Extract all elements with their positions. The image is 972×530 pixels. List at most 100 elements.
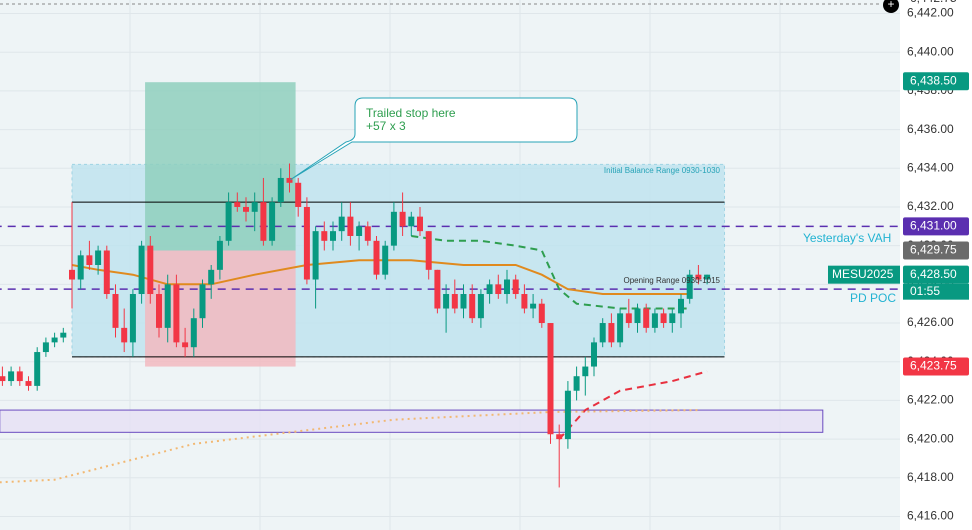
price-tag-label: 6,431.00 <box>910 218 957 232</box>
candle-body <box>173 284 180 343</box>
candle-body <box>129 294 136 343</box>
candle-body <box>617 313 624 343</box>
candle-body <box>538 303 545 324</box>
candle-body <box>216 240 223 270</box>
y-tick-label: 6,418.00 <box>907 470 954 484</box>
candle-body <box>286 177 293 183</box>
candle-body <box>208 269 215 285</box>
symbol-label: MESU2025 <box>832 267 894 281</box>
y-tick-label: 6,436.00 <box>907 122 954 136</box>
symbol-tag <box>828 265 900 284</box>
price-tag-label: 6,423.75 <box>910 359 957 373</box>
candle-body <box>608 323 615 343</box>
candle-body <box>443 294 450 309</box>
ib-label: Initial Balance Range 0930-1030 <box>604 166 721 175</box>
candle-body <box>147 245 154 295</box>
candle-body <box>25 381 32 386</box>
candle-body <box>156 294 162 328</box>
poc-label: PD POC <box>850 291 896 305</box>
candle-body <box>460 294 467 309</box>
candle-body <box>364 226 371 241</box>
candle-body <box>321 231 328 241</box>
candle-body <box>182 342 189 348</box>
candle-body <box>634 308 641 324</box>
candle-body <box>477 294 484 319</box>
y-tick-label: 6,434.00 <box>907 160 954 174</box>
candle-body <box>504 279 510 295</box>
candle-body <box>669 313 676 324</box>
candle-body <box>277 177 284 203</box>
countdown-label: 01:55 <box>910 284 940 298</box>
candle-body <box>69 269 75 280</box>
candle-body <box>591 342 597 367</box>
price-tag-label: 6,442.75 <box>910 0 957 5</box>
candle-body <box>42 342 49 353</box>
candle-body <box>573 376 580 391</box>
candle-body <box>225 202 232 241</box>
price-tag <box>903 0 969 9</box>
candle-body <box>390 211 397 246</box>
y-tick-label: 6,432.00 <box>907 199 954 213</box>
callout-text: +57 x 3 <box>366 119 406 133</box>
candle-body <box>625 313 632 324</box>
candle-body <box>373 240 380 275</box>
callout-box <box>289 97 578 181</box>
candle-body <box>564 390 571 440</box>
candle-body <box>356 226 363 236</box>
candle-body <box>251 202 258 212</box>
candle-body <box>86 255 93 265</box>
price-tag <box>903 265 969 284</box>
candle-body <box>651 313 658 328</box>
candle-body <box>425 231 432 270</box>
candle-body <box>704 274 711 280</box>
price-tag-label: 6,429.75 <box>910 243 957 257</box>
y-tick-label: 6,420.00 <box>907 431 954 445</box>
candle-body <box>695 274 702 280</box>
candle-body <box>234 202 241 207</box>
candle-body <box>303 206 310 280</box>
vah-label: Yesterday's VAH <box>803 231 891 245</box>
candle-body <box>382 245 389 275</box>
price-tag-label: 6,428.50 <box>910 267 957 281</box>
candle-body <box>547 323 554 435</box>
price-tag <box>903 357 969 376</box>
candle-body <box>260 202 267 241</box>
candle-body <box>34 352 41 386</box>
add-icon[interactable]: + <box>887 0 894 11</box>
candle-body <box>8 371 15 382</box>
callout-text: Trailed stop here <box>366 106 456 120</box>
candle-body <box>0 376 6 382</box>
y-tick-label: 6,442.00 <box>907 6 954 20</box>
candle-body <box>190 318 197 348</box>
candle-body <box>112 294 119 328</box>
candle-body <box>512 279 519 295</box>
candle-body <box>521 294 528 309</box>
or-label: Opening Range 0930-1015 <box>623 276 720 285</box>
candle-body <box>51 337 58 343</box>
candle-body <box>495 284 502 295</box>
candle-body <box>338 216 345 232</box>
candle-body <box>121 327 128 343</box>
price-tag <box>903 217 969 236</box>
indicator-line <box>558 370 708 440</box>
indicator-line <box>411 235 690 310</box>
candle-body <box>243 206 249 212</box>
candle-body <box>60 332 67 338</box>
candle-body <box>678 298 684 314</box>
y-tick-label: 6,440.00 <box>907 44 954 58</box>
candle-body <box>417 216 423 232</box>
add-button[interactable] <box>883 0 899 13</box>
candle-body <box>486 284 493 295</box>
price-tag <box>903 241 969 260</box>
candle-body <box>330 231 336 241</box>
candle-body <box>451 294 458 309</box>
candle-body <box>599 323 606 343</box>
y-tick-label: 6,416.00 <box>907 509 954 523</box>
candle-body <box>434 269 441 309</box>
candle-body <box>582 366 589 377</box>
candle-body <box>408 216 415 227</box>
candle-body <box>164 284 171 328</box>
candle-body <box>686 274 693 299</box>
